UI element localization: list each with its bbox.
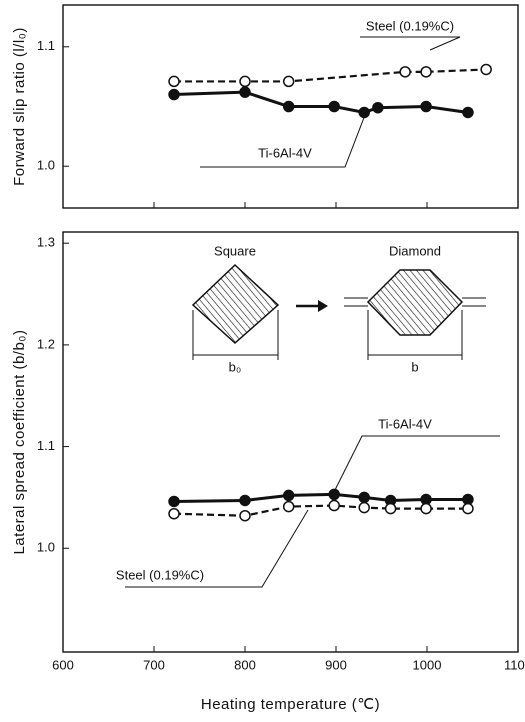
data-point [358, 106, 370, 119]
x-tick-label: 1000 [413, 657, 442, 672]
data-point [462, 502, 474, 515]
series-line [173, 492, 468, 503]
series-line [174, 68, 487, 83]
data-point [168, 88, 180, 101]
leader [125, 509, 309, 588]
data-point [328, 100, 340, 113]
x-tick-label: 700 [143, 657, 165, 672]
y-tick-label: 1.0 [37, 540, 55, 555]
data-point [282, 500, 295, 513]
data-point [168, 507, 180, 520]
annotation: Steel (0.19%C) [366, 18, 454, 33]
data-point [420, 502, 432, 515]
data-point [239, 494, 251, 507]
annotation: Steel (0.19%C) [116, 567, 204, 582]
leader [200, 114, 366, 168]
annotation: Square [214, 243, 256, 258]
data-point [282, 75, 295, 88]
data-point [168, 495, 180, 508]
annotation: Ti-6Al-4V [378, 416, 432, 431]
bottom-frame [62, 231, 519, 653]
y-tick-label: 1.1 [37, 438, 55, 453]
data-point [358, 491, 370, 504]
series-line [173, 90, 469, 115]
x-tick-label: 900 [325, 657, 347, 672]
x-axis-label: Heating temperature (℃) [201, 696, 380, 713]
data-point [328, 488, 340, 501]
square-shape [191, 263, 280, 345]
top-frame [62, 4, 519, 209]
x-tick-label: 600 [52, 657, 74, 672]
y-tick-label: 1.3 [37, 235, 55, 250]
x-tick-label: 1100 [504, 657, 525, 672]
roll-lines [344, 297, 486, 307]
y-tick-label: 1.2 [37, 336, 55, 351]
annotation: b [411, 359, 418, 374]
data-point [420, 100, 432, 113]
y-axis-label: Forward slip ratio (l/l₀) [11, 27, 28, 186]
data-point [282, 100, 295, 113]
data-point [282, 489, 295, 502]
annotation: Diamond [389, 243, 441, 258]
arrow-head [318, 300, 328, 312]
y-tick-label: 1.0 [37, 158, 55, 173]
data-point [372, 101, 384, 114]
data-point [384, 502, 397, 515]
data-point [462, 106, 474, 119]
y-axis-label: Lateral spread coefficient (b/b₀) [11, 329, 28, 554]
annotation: b₀ [229, 359, 242, 374]
y-tick-label: 1.1 [37, 38, 55, 53]
leader [360, 36, 461, 51]
data-point [328, 499, 340, 512]
x-tick-label: 800 [234, 657, 256, 672]
data-point [480, 63, 492, 76]
series-line [173, 504, 468, 517]
leader [334, 435, 500, 491]
data-point [168, 75, 180, 88]
data-point [239, 86, 251, 98]
data-point [239, 75, 251, 88]
data-point [358, 501, 370, 514]
data-point [420, 66, 432, 78]
diamond-shape [366, 269, 464, 336]
data-point [239, 509, 251, 522]
data-point [399, 66, 411, 78]
annotation: Ti-6Al-4V [258, 145, 312, 160]
